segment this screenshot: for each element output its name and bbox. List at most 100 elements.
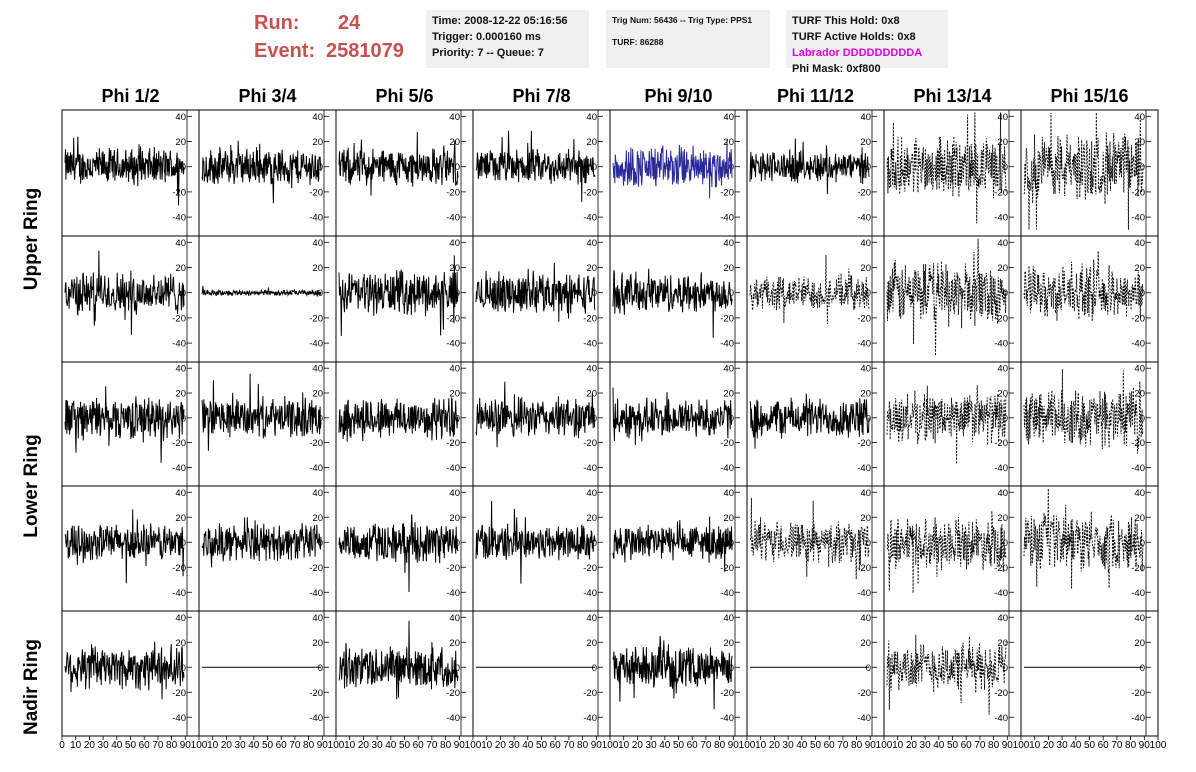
x-tick-label: 30	[98, 740, 110, 751]
y-tick-label: 20	[449, 513, 460, 524]
y-tick-label: 40	[1134, 238, 1145, 249]
y-tick-label: 40	[997, 364, 1008, 375]
x-tick-label: 20	[769, 740, 781, 751]
phi-label-8: Phi 15/16	[1050, 86, 1129, 106]
y-tick-label: 20	[449, 638, 460, 649]
y-tick-label: 40	[997, 488, 1008, 499]
x-tick-label: 80	[303, 740, 315, 751]
x-tick-label: 40	[933, 740, 945, 751]
waveform-trace	[612, 387, 732, 446]
x-tick-label: 100	[1013, 740, 1030, 751]
y-tick-label: -40	[1131, 463, 1145, 474]
y-tick-label: 0	[455, 162, 460, 173]
x-tick-label: 50	[810, 740, 822, 751]
x-tick-label: 100	[1150, 740, 1167, 751]
y-tick-label: -20	[1131, 313, 1145, 324]
y-tick-label: -40	[446, 339, 460, 350]
panel-r5-c7: -40 -20 0 20 40	[883, 610, 1022, 737]
x-tick-label: 40	[385, 740, 397, 751]
x-tick-label: 100	[465, 740, 482, 751]
y-tick-label: 0	[592, 538, 597, 549]
waveform-trace	[475, 500, 596, 584]
y-tick-label: -20	[720, 438, 734, 449]
y-tick-label: 40	[312, 364, 323, 375]
x-tick-label: 60	[139, 740, 151, 751]
y-tick-label: 20	[860, 513, 871, 524]
y-tick-label: -20	[1131, 563, 1145, 574]
x-tick-label: 30	[646, 740, 658, 751]
y-tick-label: 40	[586, 488, 597, 499]
x-tick-label: 40	[1070, 740, 1082, 751]
y-tick-label: 0	[729, 288, 734, 299]
y-tick-label: -20	[720, 563, 734, 574]
y-tick-label: 40	[449, 112, 460, 123]
x-tick-label: 80	[851, 740, 863, 751]
y-tick-label: -40	[720, 213, 734, 224]
x-tick-label: 50	[125, 740, 137, 751]
waveform-trace	[1023, 369, 1144, 454]
y-tick-label: 40	[1134, 488, 1145, 499]
y-tick-label: 20	[175, 389, 186, 400]
waveform-trace	[612, 516, 733, 572]
y-tick-label: -40	[172, 588, 186, 599]
x-tick-label: 10	[1029, 740, 1041, 751]
waveform-trace	[1023, 112, 1144, 230]
x-tick-label: 60	[276, 740, 288, 751]
x-tick-label: 50	[399, 740, 411, 751]
x-tick-label: 80	[166, 740, 178, 751]
y-tick-label: -40	[994, 213, 1008, 224]
x-tick-label: 80	[577, 740, 589, 751]
phi-mask-text: Phi Mask: 0xf800	[792, 63, 881, 75]
x-tick-label: 70	[563, 740, 575, 751]
y-tick-label: -40	[583, 713, 597, 724]
x-tick-label: 50	[673, 740, 685, 751]
y-tick-label: 20	[175, 263, 186, 274]
labrador-text: Labrador DDDDDDDDDA	[792, 47, 923, 59]
y-tick-label: 20	[312, 513, 323, 524]
y-tick-label: -40	[720, 339, 734, 350]
y-tick-label: -40	[583, 463, 597, 474]
x-tick-label: 80	[714, 740, 726, 751]
y-tick-label: -20	[583, 688, 597, 699]
y-tick-label: -20	[583, 563, 597, 574]
y-tick-label: -20	[446, 187, 460, 198]
y-tick-label: 40	[312, 238, 323, 249]
y-tick-label: 40	[175, 613, 186, 624]
y-tick-label: -20	[994, 313, 1008, 324]
x-tick-label: 20	[221, 740, 233, 751]
y-tick-label: 0	[181, 538, 186, 549]
y-tick-label: 0	[592, 162, 597, 173]
y-tick-label: -20	[857, 438, 871, 449]
y-tick-label: 40	[723, 613, 734, 624]
y-tick-label: 20	[586, 638, 597, 649]
panel-r2-c8: -40 -20 0 20 40	[1020, 235, 1159, 363]
y-tick-label: 20	[312, 389, 323, 400]
x-tick-label: 10	[344, 740, 356, 751]
x-tick-label: 10	[207, 740, 219, 751]
y-tick-label: -20	[720, 313, 734, 324]
x-tick-label: 10	[70, 740, 82, 751]
y-tick-label: 40	[1134, 364, 1145, 375]
y-tick-label: 20	[312, 638, 323, 649]
x-tick-label: 100	[328, 740, 345, 751]
phi-label-2: Phi 3/4	[238, 86, 297, 106]
y-tick-label: 20	[997, 263, 1008, 274]
x-tick-label: 40	[111, 740, 123, 751]
y-tick-label: -20	[309, 563, 323, 574]
phi-label-5: Phi 9/10	[644, 86, 713, 106]
y-tick-label: 40	[175, 238, 186, 249]
priority-text: Priority: 7 -- Queue: 7	[432, 47, 544, 59]
x-tick-label: 70	[426, 740, 438, 751]
y-tick-label: -40	[446, 463, 460, 474]
y-tick-label: 20	[175, 137, 186, 148]
y-tick-label: -20	[857, 313, 871, 324]
panel-r5-c6: -40 -20 0 20 40	[746, 610, 885, 737]
y-tick-label: -40	[446, 213, 460, 224]
x-tick-label: 70	[700, 740, 712, 751]
x-tick-label: 80	[440, 740, 452, 751]
waveform-trace	[64, 250, 185, 335]
